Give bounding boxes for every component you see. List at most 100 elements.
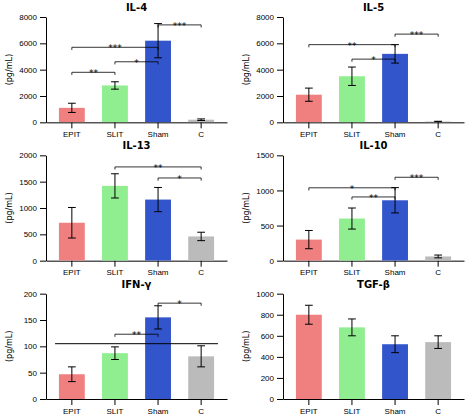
significance: * <box>115 58 158 68</box>
significance: *** <box>72 43 158 53</box>
significance: ** <box>352 193 395 203</box>
x-tick-label: SLIT <box>343 407 360 415</box>
error-bar-line <box>197 232 205 240</box>
y-tick: 100 <box>24 342 46 351</box>
x-tick: Sham <box>148 122 169 139</box>
x-tick-label: SLIT <box>106 130 123 139</box>
y-tick: 200 <box>24 290 46 299</box>
error-bar <box>154 24 162 58</box>
x-tick-mark <box>158 122 159 128</box>
y-tick-label: 200 <box>261 374 275 383</box>
x-axis-line <box>47 122 228 123</box>
y-tick-mark <box>277 261 283 262</box>
error-bar-line <box>154 306 162 329</box>
significance-label: ** <box>132 330 142 340</box>
x-tick: EPIT <box>300 122 318 139</box>
error-bar-line <box>68 367 76 382</box>
y-tick-mark <box>40 155 46 156</box>
y-tick-label: 0 <box>270 395 275 404</box>
error-bar-line <box>197 346 205 367</box>
x-axis: EPITSLITShamC <box>47 122 228 139</box>
y-axis-line <box>46 18 47 123</box>
y-tick: 0 <box>270 257 283 266</box>
panel-title: IFN-γ <box>122 279 152 290</box>
y-tick: 6000 <box>256 39 283 48</box>
x-tick-mark <box>201 261 202 267</box>
y-tick-mark <box>40 96 46 97</box>
x-axis: EPITSLITShamC <box>284 261 465 278</box>
bar <box>102 353 128 399</box>
y-tick: 1000 <box>256 187 283 196</box>
x-tick-label: Sham <box>148 130 169 139</box>
y-tick-label: 600 <box>261 332 275 341</box>
y-tick-mark <box>40 399 46 400</box>
x-tick-mark <box>308 399 309 405</box>
significance: * <box>158 174 201 184</box>
x-axis-line <box>284 399 465 400</box>
panel: 02000400060008000EPITSLITShamC*********I… <box>5 2 228 139</box>
y-axis: 02000400060008000 <box>256 13 283 127</box>
y-axis: 02004006008001000 <box>256 290 283 404</box>
y-tick-label: 0 <box>33 257 38 266</box>
x-tick-mark <box>351 261 352 267</box>
y-tick: 4000 <box>256 66 283 75</box>
bar <box>382 54 408 122</box>
panel-title: IL-5 <box>363 2 384 13</box>
x-tick-label: Sham <box>385 407 406 415</box>
error-bar-line <box>434 336 442 349</box>
x-tick-label: C <box>435 268 441 277</box>
x-tick: EPIT <box>63 399 81 415</box>
panel: 050100150200EPITSLITShamC***IFN-γ(pg/mL) <box>5 279 228 415</box>
x-tick-mark <box>158 399 159 405</box>
panel: 02000400060008000EPITSLITShamC******IL-5… <box>242 2 465 139</box>
error-bar <box>154 306 162 329</box>
y-tick-mark <box>277 357 283 358</box>
y-tick-mark <box>40 346 46 347</box>
x-tick: SLIT <box>106 399 123 415</box>
plot-area <box>296 45 451 123</box>
y-tick-label: 800 <box>261 311 275 320</box>
panel: 02004006008001000EPITSLITShamCTGF-β(pg/m… <box>242 279 465 415</box>
y-tick: 2000 <box>256 92 283 101</box>
x-tick-mark <box>308 122 309 128</box>
x-tick: C <box>435 399 441 415</box>
error-bar <box>391 188 399 213</box>
x-tick-label: C <box>435 130 441 139</box>
x-axis-line <box>47 261 228 262</box>
significance: ** <box>309 41 395 51</box>
x-tick-label: SLIT <box>106 407 123 415</box>
significance: ** <box>115 330 158 340</box>
panel-title: TGF-β <box>357 279 390 290</box>
x-tick-label: Sham <box>385 268 406 277</box>
y-tick: 2000 <box>19 151 46 160</box>
error-bar-line <box>154 187 162 211</box>
x-tick-mark <box>71 261 72 267</box>
x-tick-mark <box>71 122 72 128</box>
y-tick: 150 <box>24 316 46 325</box>
plot-area <box>296 305 451 399</box>
error-bar-line <box>305 230 313 248</box>
significance-label: * <box>177 174 182 184</box>
y-tick-label: 1500 <box>256 151 274 160</box>
significance-label: *** <box>410 173 424 183</box>
x-tick: C <box>198 261 204 278</box>
x-tick-mark <box>438 399 439 405</box>
error-bar-line <box>111 347 119 360</box>
significance-label: * <box>350 184 355 194</box>
y-tick-label: 2000 <box>19 151 37 160</box>
x-tick: Sham <box>385 261 406 278</box>
figure: 02000400060008000EPITSLITShamC*********I… <box>0 0 474 415</box>
x-tick: C <box>198 122 204 139</box>
bar <box>425 342 451 399</box>
x-tick-mark <box>351 122 352 128</box>
bar <box>145 317 171 399</box>
x-tick-label: C <box>435 407 441 415</box>
y-tick: 400 <box>261 353 283 362</box>
y-tick: 0 <box>270 395 283 404</box>
significance: ** <box>115 163 201 173</box>
x-tick-label: C <box>198 268 204 277</box>
x-axis-line <box>47 399 228 400</box>
y-tick: 0 <box>33 118 46 127</box>
y-tick-mark <box>40 43 46 44</box>
panel-title: IL-10 <box>359 140 387 151</box>
